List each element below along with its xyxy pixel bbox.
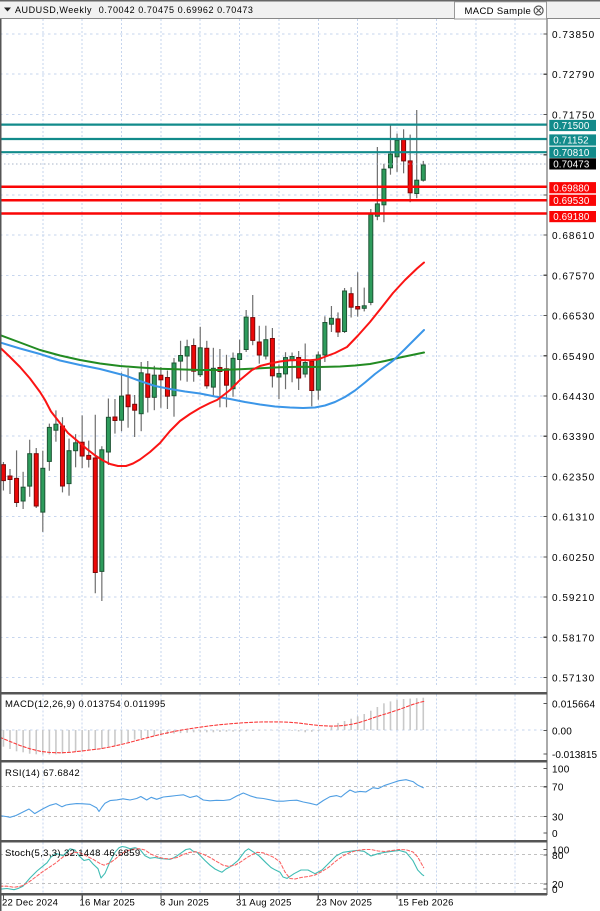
svg-text:0.70810: 0.70810	[553, 148, 590, 159]
svg-text:0.63390: 0.63390	[552, 432, 595, 443]
svg-text:AUDUSD,Weekly: AUDUSD,Weekly	[15, 5, 92, 15]
svg-text:MACD(12,26,9) 0.013754 0.01199: MACD(12,26,9) 0.013754 0.011995	[5, 699, 166, 710]
svg-text:0.60250: 0.60250	[552, 553, 595, 564]
svg-text:30: 30	[552, 813, 564, 824]
svg-text:0.69880: 0.69880	[553, 183, 590, 194]
svg-text:0.57130: 0.57130	[552, 674, 595, 685]
svg-text:0.69180: 0.69180	[553, 212, 590, 223]
svg-text:Stoch(5,3,3) 32.1448 46.6859: Stoch(5,3,3) 32.1448 46.6859	[5, 848, 141, 859]
svg-text:0.64430: 0.64430	[552, 392, 595, 403]
svg-text:16 Mar 2025: 16 Mar 2025	[80, 898, 136, 909]
svg-text:22 Dec 2024: 22 Dec 2024	[2, 898, 58, 909]
svg-text:0.62350: 0.62350	[552, 472, 595, 483]
svg-text:0.69530: 0.69530	[553, 196, 590, 207]
svg-text:20: 20	[552, 880, 564, 891]
svg-text:100: 100	[552, 846, 570, 857]
svg-text:0.61310: 0.61310	[552, 513, 595, 524]
svg-text:0.72790: 0.72790	[552, 70, 595, 81]
svg-text:70: 70	[552, 783, 564, 794]
svg-text:0.65490: 0.65490	[552, 352, 595, 363]
svg-text:23 Nov 2025: 23 Nov 2025	[316, 898, 372, 909]
svg-text:0: 0	[552, 829, 558, 840]
svg-text:0.70473: 0.70473	[553, 160, 590, 171]
svg-text:MACD Sample: MACD Sample	[465, 6, 532, 17]
svg-text:0.59210: 0.59210	[552, 593, 595, 604]
svg-text:RSI(14) 67.6842: RSI(14) 67.6842	[5, 768, 80, 779]
svg-text:-0.013815: -0.013815	[552, 750, 597, 761]
svg-text:0.71500: 0.71500	[553, 121, 590, 132]
svg-text:15 Feb 2026: 15 Feb 2026	[398, 898, 454, 909]
svg-text:0.67570: 0.67570	[552, 271, 595, 282]
svg-text:0.71152: 0.71152	[553, 136, 589, 147]
svg-text:8 Jun 2025: 8 Jun 2025	[160, 898, 209, 909]
svg-text:31 Aug 2025: 31 Aug 2025	[236, 898, 292, 909]
svg-text:0.66530: 0.66530	[552, 312, 595, 323]
svg-text:0: 0	[552, 885, 558, 896]
svg-text:0.00: 0.00	[552, 726, 572, 737]
svg-text:100: 100	[552, 764, 570, 775]
svg-text:0.58170: 0.58170	[552, 633, 595, 644]
svg-text:80: 80	[552, 851, 564, 862]
svg-text:0.73850: 0.73850	[552, 30, 595, 41]
svg-text:0.015664: 0.015664	[552, 700, 596, 711]
svg-text:0.70042 0.70475 0.69962 0.7047: 0.70042 0.70475 0.69962 0.70473	[99, 5, 254, 15]
svg-text:0.68610: 0.68610	[552, 231, 595, 242]
svg-text:0.71750: 0.71750	[552, 110, 595, 121]
